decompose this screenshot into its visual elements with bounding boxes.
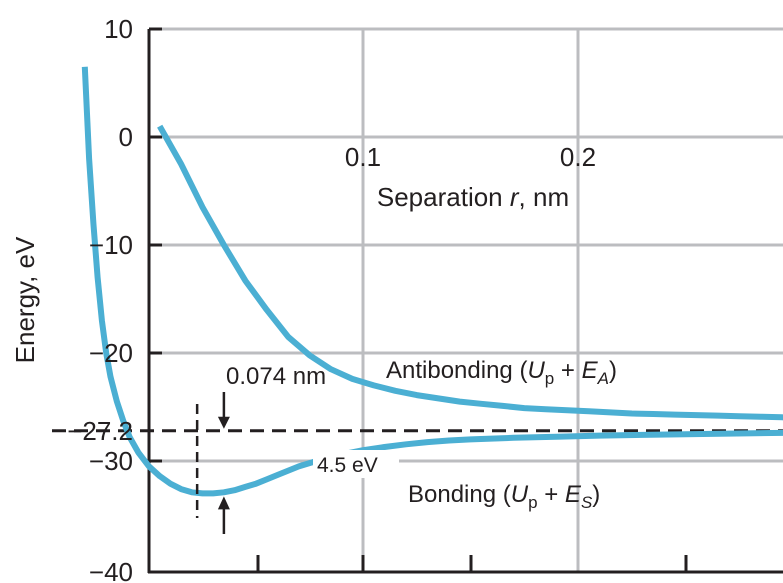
axes xyxy=(147,27,783,574)
grid-lines xyxy=(149,27,783,572)
x-tick-label-0: 0.1 xyxy=(345,142,381,172)
x-axis-title-var: r xyxy=(510,182,520,212)
y-tick-label-1: 0 xyxy=(119,122,133,152)
annotations xyxy=(195,392,230,534)
series-label-bonding: Bonding (Up + ES) xyxy=(408,481,600,512)
x-axis-title-suffix: , nm xyxy=(519,182,570,212)
y-tick-label-2: −10 xyxy=(89,230,133,260)
x-axis-title: Separation r, nm xyxy=(377,182,569,212)
x-axis-title-prefix: Separation xyxy=(377,182,510,212)
y-tick-label-5: −40 xyxy=(89,557,133,583)
x-tick-label-1: 0.2 xyxy=(560,142,596,172)
arrow-up-head xyxy=(217,496,230,510)
well-depth-label: 4.5 eV xyxy=(317,454,378,477)
curves xyxy=(81,66,783,497)
y-axis-title: Energy, eV xyxy=(10,236,40,363)
tick-labels: 10 0 −10 −20 −30 −40 −27.2 0.1 0.2 xyxy=(67,14,596,583)
curve-bonding xyxy=(81,66,783,497)
well-depth-label-bg xyxy=(313,450,399,478)
y-tick-label-0: 10 xyxy=(104,14,133,44)
y-tick-label-3: −20 xyxy=(89,338,133,368)
series-label-antibonding: Antibonding (Up + EA) xyxy=(386,357,617,388)
curve-antibonding xyxy=(157,124,783,421)
equilibrium-separation-label: 0.074 nm xyxy=(226,363,326,390)
arrow-down-head xyxy=(217,416,230,429)
y-tick-label-extra: −27.2 xyxy=(67,416,133,446)
y-tick-label-4: −30 xyxy=(89,446,133,476)
